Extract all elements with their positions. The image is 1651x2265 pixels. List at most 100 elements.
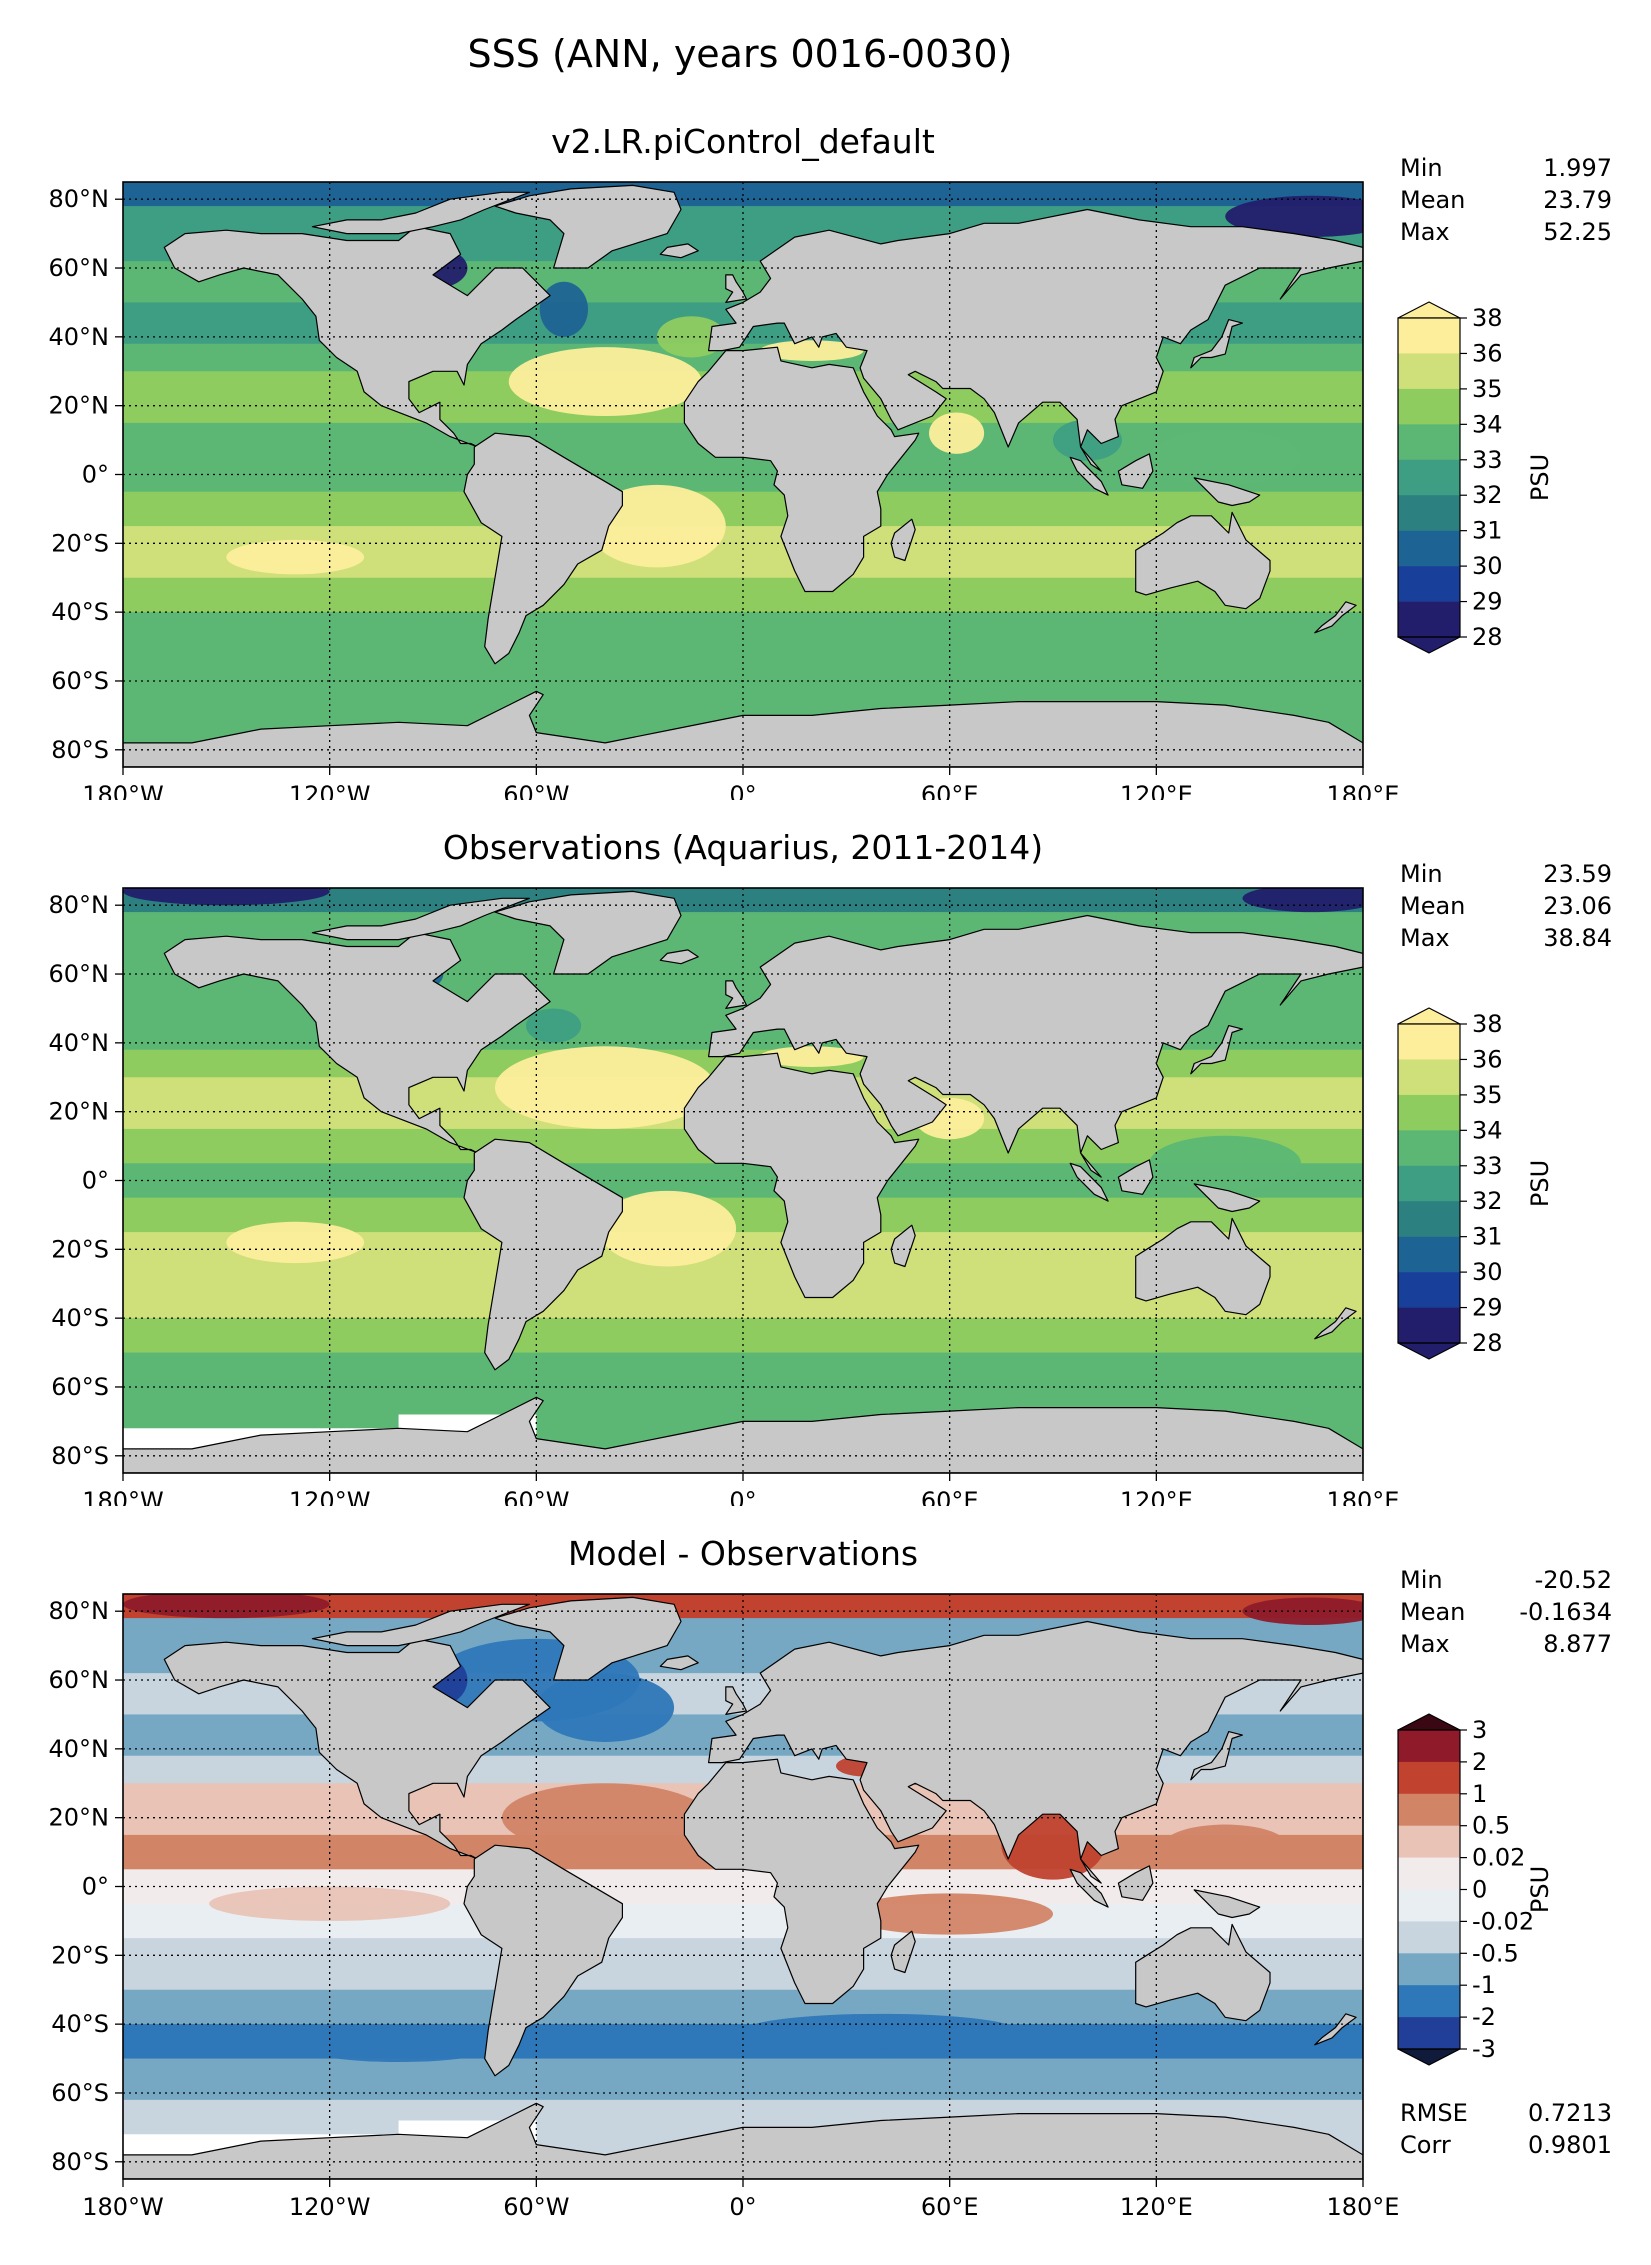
colorbar-segment — [1398, 1953, 1460, 1986]
colorbar: 38 36 35 34 33 32 31 30 29 28 PSU — [1397, 1007, 1554, 1360]
lon-tick-label: 180°W — [82, 1487, 164, 1506]
stat-label: Mean — [1400, 1598, 1466, 1626]
stat-value: 23.79 — [1543, 186, 1612, 214]
panel-model: v2.LR.piControl_default 180°W 120°W 60°W 0°… — [0, 0, 1651, 800]
colorbar-tick-label: 2 — [1472, 1748, 1487, 1776]
stat-label: Min — [1400, 860, 1443, 888]
land-australia — [1135, 511, 1271, 610]
land-greenland — [494, 1596, 682, 1681]
lon-tick-label: 120°E — [1120, 781, 1193, 800]
salinity-feature — [501, 1783, 709, 1853]
lat-tick-label: 20°N — [49, 1098, 110, 1126]
lon-tick-label: 180°W — [82, 781, 164, 800]
colorbar-segment — [1398, 1024, 1460, 1060]
figure-title: SSS (ANN, years 0016-0030) — [467, 32, 1013, 76]
land-borneo — [1117, 1159, 1154, 1195]
lat-tick-label: 60°N — [49, 1666, 110, 1694]
land-south-america — [463, 1138, 624, 1371]
stats-box: Min 23.59 Mean 23.06 Max 38.84 — [1400, 858, 1612, 954]
land-south-america — [463, 1844, 624, 2077]
colorbar-segment — [1398, 424, 1460, 461]
panel-title: Observations (Aquarius, 2011-2014) — [442, 828, 1044, 867]
lon-tick-label: 120°E — [1120, 1487, 1193, 1506]
stat-value: -0.1634 — [1519, 1598, 1612, 1626]
colorbar-tick-label: 36 — [1472, 339, 1503, 367]
salinity-feature — [1163, 1824, 1288, 1866]
salinity-feature — [526, 1008, 582, 1043]
colorbar-extend-over — [1397, 1713, 1461, 1731]
colorbar-segment — [1398, 1059, 1460, 1096]
colorbar-tick-label: 38 — [1472, 1010, 1503, 1038]
colorbar-segment — [1398, 1165, 1460, 1202]
colorbar-tick-label: 36 — [1472, 1045, 1503, 1073]
stat-value: 1.997 — [1543, 154, 1612, 182]
lon-tick-label: 60°E — [921, 781, 979, 800]
salinity-feature — [123, 888, 330, 906]
lat-tick-label: 40°S — [51, 1304, 109, 1332]
salinity-feature — [743, 2013, 1019, 2049]
stat-value: 52.25 — [1543, 218, 1612, 246]
stat-label: Max — [1400, 218, 1450, 246]
colorbar-extend-under — [1397, 636, 1461, 654]
lat-tick-label: 20°S — [51, 529, 109, 557]
colorbar-segment — [1398, 1761, 1460, 1795]
colorbar-tick-label: -2 — [1472, 2003, 1496, 2031]
lat-tick-label: 60°S — [51, 1373, 109, 1401]
colorbar-extend-under — [1397, 2048, 1461, 2066]
colorbar-tick-label: 28 — [1472, 623, 1503, 651]
colorbar-segment — [1398, 601, 1460, 638]
lon-tick-label: 180°E — [1327, 1487, 1400, 1506]
land-japan — [1190, 1025, 1244, 1075]
salinity-feature — [295, 2027, 502, 2062]
lat-tick-label: 40°S — [51, 598, 109, 626]
land-africa — [683, 346, 920, 593]
salinity-feature — [846, 1893, 1053, 1935]
colorbar-tick-label: 33 — [1472, 1152, 1503, 1180]
land-new-guinea — [1193, 1889, 1261, 1919]
land-uk — [725, 1686, 748, 1715]
stat-label: Corr — [1400, 2131, 1451, 2159]
lon-tick-label: 180°E — [1327, 781, 1400, 800]
land-south-america — [463, 432, 624, 665]
salinity-feature — [495, 1046, 716, 1129]
land-canadian-arctic — [311, 1603, 531, 1647]
colorbar-tick-label: 30 — [1472, 552, 1503, 580]
salinity-feature — [226, 539, 365, 575]
lon-tick-label: 60°W — [503, 2193, 569, 2221]
stats-box: Min -20.52 Mean -0.1634 Max 8.877 — [1400, 1564, 1612, 1660]
ocean-band — [123, 491, 1363, 527]
gridlines — [123, 888, 1363, 1473]
stat-label: Max — [1400, 1630, 1450, 1658]
salinity-feature — [760, 340, 864, 361]
colorbar-extend-over — [1397, 1007, 1461, 1025]
lon-tick-label: 120°W — [289, 1487, 371, 1506]
lat-tick-label: 80°N — [49, 891, 110, 919]
colorbar-tick-label: 33 — [1472, 446, 1503, 474]
stat-label: Max — [1400, 924, 1450, 952]
land-iceland — [659, 1655, 699, 1671]
colorbar-segment — [1398, 1272, 1460, 1308]
lon-tick-label: 60°W — [503, 1487, 569, 1506]
colorbar-tick-label: 31 — [1472, 517, 1503, 545]
colorbar-segment — [1398, 1730, 1460, 1763]
ocean-band — [123, 612, 1363, 648]
colorbar-tick-label: -0.02 — [1472, 1907, 1534, 1935]
colorbar-tick-label: -1 — [1472, 1971, 1496, 1999]
colorbar-segment — [1398, 566, 1460, 602]
land-japan — [1190, 1731, 1244, 1781]
land-sumatra — [1069, 1868, 1109, 1908]
lat-tick-label: 60°N — [49, 254, 110, 282]
colorbar-tick-label: 0.02 — [1472, 1844, 1525, 1872]
lat-tick-label: 80°N — [49, 1597, 110, 1625]
lat-tick-label: 80°N — [49, 185, 110, 213]
land-borneo — [1117, 453, 1154, 489]
land-greenland — [494, 184, 682, 269]
land-uk — [725, 980, 748, 1009]
salinity-feature — [536, 1673, 675, 1742]
lat-tick-label: 0° — [82, 1873, 109, 1901]
salinity-feature — [760, 1046, 864, 1067]
land-canadian-arctic — [311, 897, 531, 941]
panel-title: Model - Observations — [567, 1534, 919, 1573]
lon-tick-label: 0° — [729, 1487, 756, 1506]
colorbar-segment — [1398, 1857, 1460, 1890]
